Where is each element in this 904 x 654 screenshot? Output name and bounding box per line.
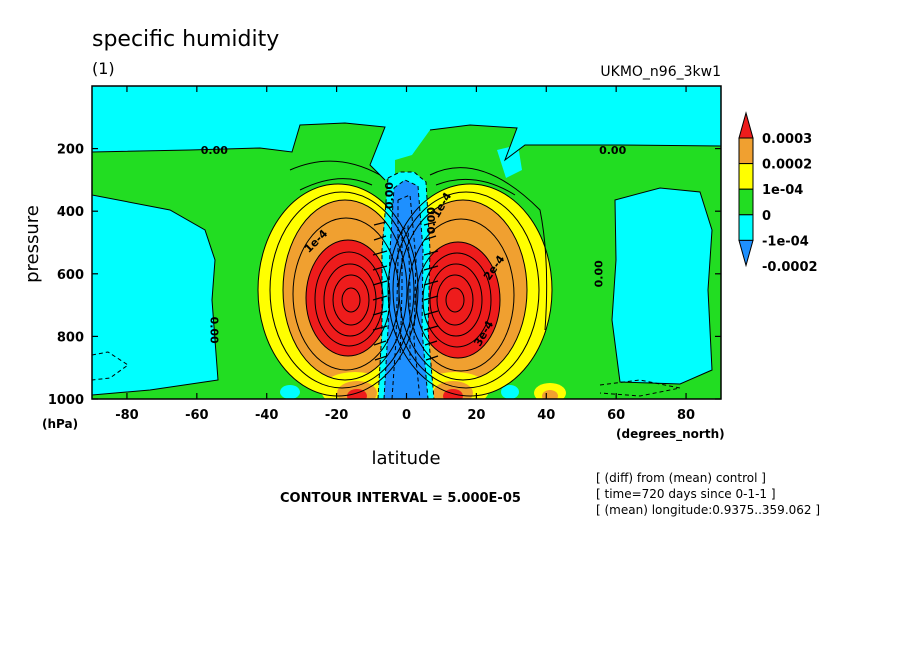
x-tick-label: -40 xyxy=(255,408,279,423)
contour-label: 0.00 xyxy=(207,317,220,344)
x-tick-label: -20 xyxy=(325,408,349,423)
panel-label: (1) xyxy=(92,59,115,78)
lower-lobe-far-orange xyxy=(542,390,558,399)
negative-region-left xyxy=(92,195,218,395)
colorbar-label: -1e-04 xyxy=(762,234,809,249)
colorbar-label: 1e-04 xyxy=(762,183,803,198)
y-tick-label: 1000 xyxy=(48,393,84,408)
y-tick-label: 200 xyxy=(57,143,84,158)
y-axis-label: pressure xyxy=(22,205,43,283)
x-tick-label: 20 xyxy=(467,408,485,423)
colorbar-swatch xyxy=(738,137,754,165)
negative-contours xyxy=(92,171,681,399)
negative-spot-a xyxy=(280,385,300,399)
x-axis-label: latitude xyxy=(371,448,440,469)
contour-label: 0.00 xyxy=(383,182,396,209)
contour-label: 0.00 xyxy=(201,144,228,157)
lower-lobe-left-red xyxy=(347,389,367,399)
x-units: (degrees_north) xyxy=(616,427,725,442)
y-tick-label: 600 xyxy=(57,268,84,283)
colorbar: 0.0003 0.0002 1e-04 0 -1e-04 -0.0002 xyxy=(738,111,818,275)
contour-label: 0.00 xyxy=(425,207,438,234)
lobe-right-red xyxy=(416,242,500,358)
note-longitude: [ (mean) longitude:0.9375..359.062 ] xyxy=(596,503,820,517)
colorbar-label: 0.0002 xyxy=(762,158,812,173)
colorbar-label: 0 xyxy=(762,209,771,224)
x-tick-label: 60 xyxy=(607,408,625,423)
note-diff: [ (diff) from (mean) control ] xyxy=(596,471,766,485)
x-axis: -80 -60 -40 -20 0 20 40 60 80 xyxy=(115,86,695,423)
negative-region-right xyxy=(612,188,712,384)
x-tick-label: 80 xyxy=(677,408,695,423)
dataset-label: UKMO_n96_3kw1 xyxy=(600,64,721,80)
y-tick-label: 400 xyxy=(57,205,84,220)
colorbar-swatch-min xyxy=(738,239,754,268)
note-time: [ time=720 days since 0-1-1 ] xyxy=(596,487,776,501)
negative-region-top-right xyxy=(497,145,522,178)
lobe-left-red xyxy=(306,240,390,356)
x-tick-label: -80 xyxy=(115,408,139,423)
contour-label: 0.00 xyxy=(599,144,626,157)
colorbar-swatch xyxy=(738,188,754,216)
colorbar-swatch xyxy=(738,163,754,190)
contour-interval: CONTOUR INTERVAL = 5.000E-05 xyxy=(280,491,521,506)
colorbar-swatch-max xyxy=(738,111,754,139)
y-units: (hPa) xyxy=(42,417,78,431)
hatch-strokes xyxy=(372,221,439,361)
x-tick-label: -60 xyxy=(185,408,209,423)
colorbar-label: -0.0002 xyxy=(762,260,818,275)
negative-spot-b xyxy=(501,385,519,399)
y-axis: 200 400 600 800 1000 xyxy=(48,143,721,408)
contour-lines xyxy=(92,122,721,397)
x-tick-label: 40 xyxy=(537,408,555,423)
chart-title: specific humidity xyxy=(92,27,279,52)
x-tick-label: 0 xyxy=(402,408,411,423)
colorbar-swatch xyxy=(738,214,754,241)
contour-label: 0.00 xyxy=(593,260,606,287)
colorbar-label: 0.0003 xyxy=(762,132,812,147)
y-tick-label: 800 xyxy=(57,330,84,345)
